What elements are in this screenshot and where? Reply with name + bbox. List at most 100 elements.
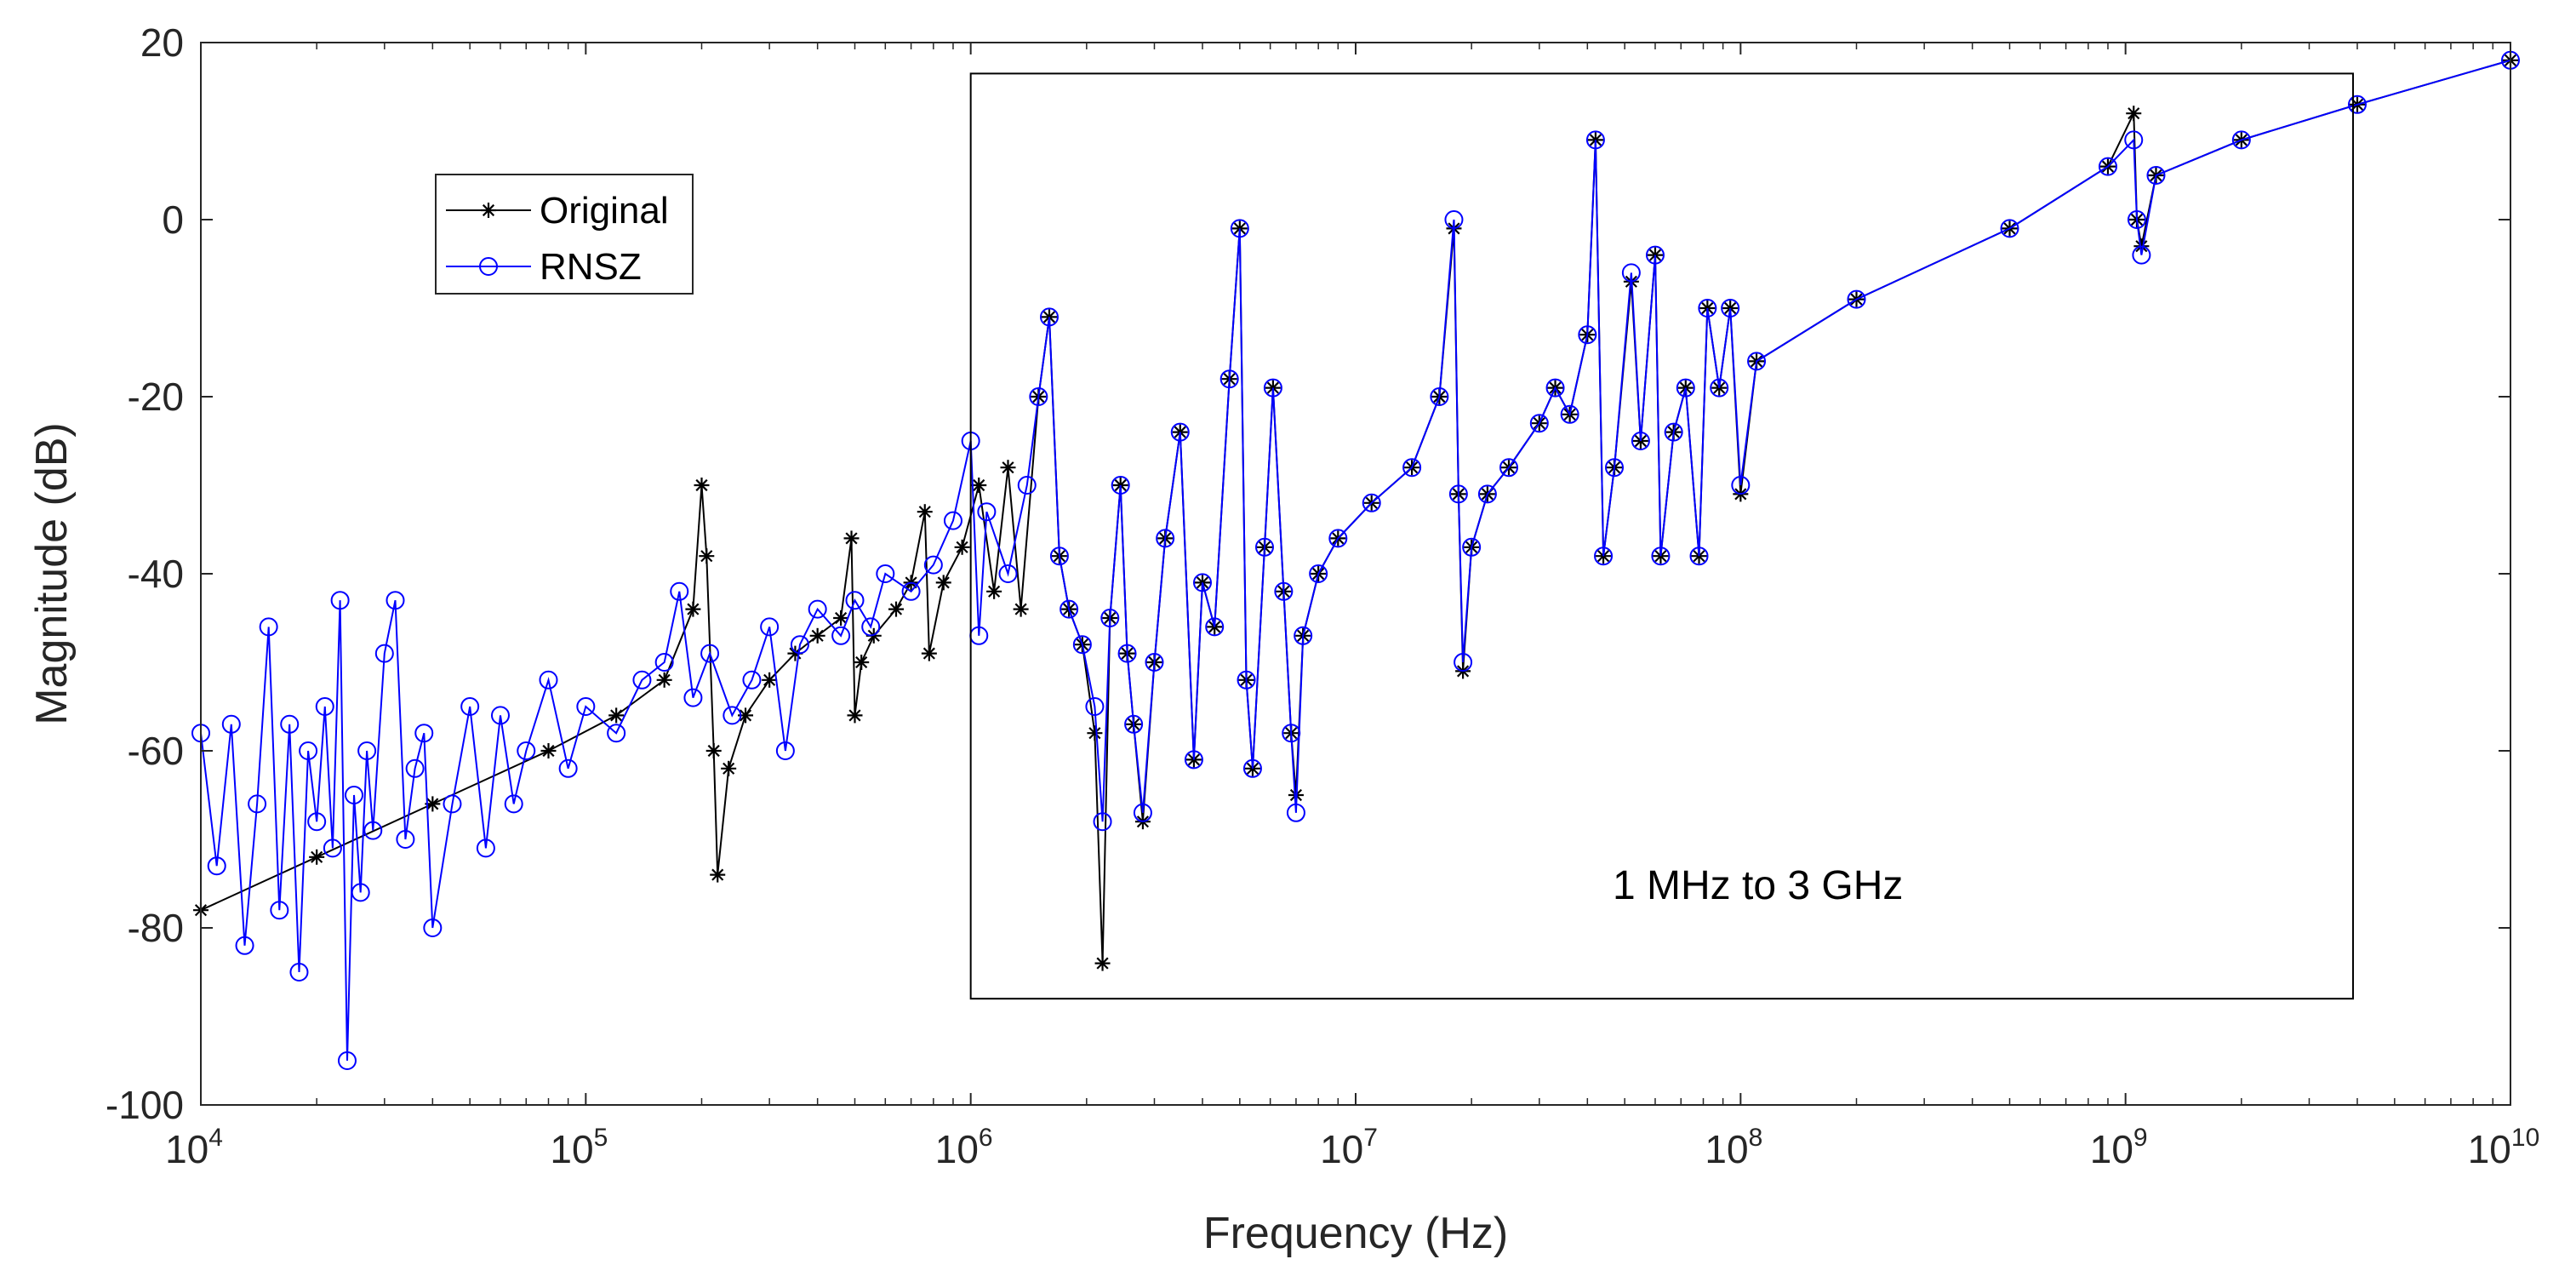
data-point-circle xyxy=(460,697,480,716)
data-point-circle xyxy=(270,901,289,920)
data-point-asterisk xyxy=(309,849,325,865)
data-point-circle xyxy=(831,626,851,645)
data-point-circle xyxy=(315,697,334,716)
y-tick-label: -80 xyxy=(128,906,184,950)
x-tick-label: 104 xyxy=(165,1124,223,1171)
data-point-circle xyxy=(632,670,652,690)
data-point-circle xyxy=(775,741,795,760)
x-tick-label: 107 xyxy=(1320,1124,1378,1171)
data-point-circle xyxy=(259,617,278,637)
data-point-circle xyxy=(943,511,962,530)
data-point-circle xyxy=(1430,387,1449,406)
legend-box xyxy=(435,174,694,295)
y-tick-label: -100 xyxy=(106,1083,184,1127)
data-point-circle xyxy=(396,830,415,849)
data-point-circle xyxy=(1219,369,1239,389)
data-point-circle xyxy=(845,591,865,610)
data-point-circle xyxy=(1605,458,1625,478)
data-point-circle xyxy=(1664,422,1683,442)
data-point-circle xyxy=(1578,325,1597,345)
data-point-circle xyxy=(1309,564,1328,583)
data-point-asterisk xyxy=(917,504,933,520)
data-point-circle xyxy=(307,812,327,832)
data-point-asterisk xyxy=(843,530,860,547)
data-point-circle xyxy=(1085,697,1105,716)
x-tick-label: 1010 xyxy=(2468,1124,2540,1171)
data-point-circle xyxy=(1263,378,1282,398)
data-point-circle xyxy=(1145,653,1164,672)
data-point-circle xyxy=(861,617,881,637)
data-point-asterisk xyxy=(710,867,726,883)
series-rnsz xyxy=(191,50,2520,1070)
data-point-circle xyxy=(345,786,364,804)
legend-entry-rnsz: RNSZ xyxy=(446,246,642,288)
legend-label: RNSZ xyxy=(540,246,642,288)
data-point-circle xyxy=(374,644,394,663)
data-point-circle xyxy=(998,564,1018,583)
data-point-circle xyxy=(1499,458,1519,478)
data-point-circle xyxy=(1072,635,1092,655)
data-point-circle xyxy=(1192,573,1212,592)
data-point-circle xyxy=(576,697,596,716)
data-point-circle xyxy=(1448,484,1468,504)
data-point-circle xyxy=(1545,378,1565,398)
data-point-circle xyxy=(1294,626,1313,645)
data-point-circle xyxy=(607,724,626,743)
data-point-asterisk xyxy=(1087,725,1103,741)
data-point-circle xyxy=(1237,670,1256,690)
data-point-circle xyxy=(1156,529,1175,548)
data-point-circle xyxy=(1029,387,1048,406)
data-point-circle xyxy=(1286,803,1305,822)
data-point-circle xyxy=(386,591,405,610)
data-point-circle xyxy=(476,838,495,858)
data-point-circle xyxy=(363,821,383,840)
data-point-circle xyxy=(1328,529,1348,548)
data-point-circle xyxy=(479,257,498,276)
data-point-circle xyxy=(1689,547,1709,566)
legend-label: Original xyxy=(540,190,669,232)
data-point-asterisk xyxy=(540,743,557,758)
x-tick-label: 108 xyxy=(1705,1124,1762,1171)
data-point-circle xyxy=(1017,476,1037,495)
data-point-circle xyxy=(1133,803,1152,822)
data-point-asterisk xyxy=(971,478,987,493)
legend-entry-original: Original xyxy=(446,190,669,232)
data-point-asterisk xyxy=(1013,601,1029,617)
data-point-circle xyxy=(405,758,425,778)
data-point-circle xyxy=(2124,130,2144,150)
data-point-circle xyxy=(1585,130,1605,150)
data-point-circle xyxy=(1676,378,1695,398)
data-point-circle xyxy=(2347,94,2367,114)
y-tick-label: -60 xyxy=(128,729,184,773)
data-point-circle xyxy=(248,794,267,814)
y-axis-title: Magnitude (dB) xyxy=(27,422,77,725)
data-point-circle xyxy=(1230,219,1249,238)
y-tick-label: -20 xyxy=(128,375,184,419)
data-point-circle xyxy=(1100,609,1120,627)
data-point-circle xyxy=(1847,289,1866,309)
data-point-circle xyxy=(330,591,350,610)
data-point-circle xyxy=(235,936,254,955)
data-point-circle xyxy=(2127,210,2146,229)
data-point-circle xyxy=(2231,130,2251,150)
data-point-circle xyxy=(1111,476,1130,495)
data-point-circle xyxy=(670,581,689,601)
data-point-circle xyxy=(1242,758,1262,778)
data-point-asterisk xyxy=(685,601,701,617)
data-point-circle xyxy=(1731,476,1751,495)
legend: Original RNSZ xyxy=(435,174,694,295)
data-point-asterisk xyxy=(481,203,496,218)
data-point-circle xyxy=(654,653,674,672)
data-point-circle xyxy=(1170,422,1190,442)
data-point-circle xyxy=(1124,714,1144,734)
data-point-circle xyxy=(337,1051,357,1070)
data-point-circle xyxy=(351,883,370,902)
data-point-asterisk xyxy=(935,575,951,591)
data-point-circle xyxy=(1698,299,1717,318)
data-point-asterisk xyxy=(1094,955,1111,971)
x-axis-title: Frequency (Hz) xyxy=(1203,1209,1508,1258)
data-point-circle xyxy=(443,794,462,814)
annotation-layer: 1 MHz to 3 GHz xyxy=(969,72,2355,1000)
series-layer xyxy=(191,50,2520,1070)
data-point-asterisk xyxy=(762,672,778,688)
